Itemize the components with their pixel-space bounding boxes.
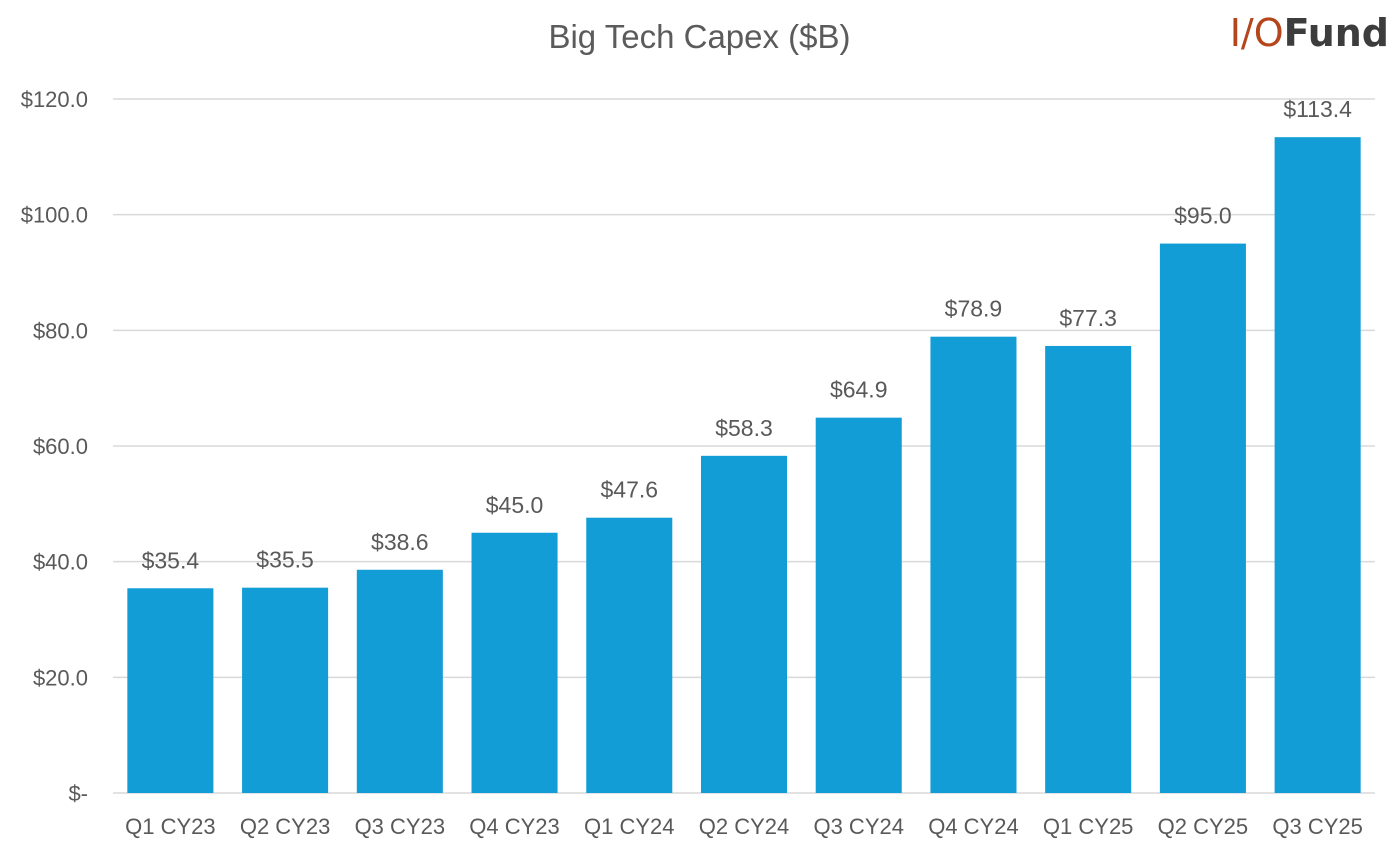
- chart-title: Big Tech Capex ($B): [548, 18, 851, 55]
- io-fund-logo: I/OFund: [1230, 14, 1389, 52]
- bar-value-label: $64.9: [830, 377, 888, 403]
- logo-fund-text: Fund: [1283, 11, 1389, 55]
- y-tick-label: $80.0: [33, 318, 88, 343]
- bar: [1159, 243, 1246, 794]
- bar-value-label: $78.9: [945, 296, 1003, 322]
- x-tick-label: Q3 CY23: [355, 814, 446, 839]
- bar: [815, 417, 902, 793]
- bar-value-label: $47.6: [600, 477, 658, 503]
- y-tick-label: $40.0: [33, 550, 88, 575]
- x-tick-label: Q4 CY23: [469, 814, 560, 839]
- bar: [1274, 137, 1361, 794]
- y-axis-ticks: $- $20.0 $40.0 $60.0 $80.0 $100.0 $120.0: [21, 87, 88, 806]
- bars: [127, 137, 1361, 794]
- x-tick-label: Q1 CY23: [125, 814, 216, 839]
- bar-value-label: $38.6: [371, 529, 429, 555]
- x-tick-label: Q1 CY25: [1043, 814, 1134, 839]
- bar-value-label: $45.0: [486, 492, 544, 518]
- x-tick-label: Q3 CY25: [1272, 814, 1363, 839]
- bar: [700, 455, 788, 793]
- bar-value-label: $35.5: [256, 547, 314, 573]
- bar: [471, 532, 558, 793]
- y-tick-label: $100.0: [21, 203, 88, 228]
- x-tick-label: Q2 CY25: [1158, 814, 1249, 839]
- y-tick-label: $60.0: [33, 434, 88, 459]
- bar-value-label: $113.4: [1283, 96, 1352, 122]
- x-tick-label: Q4 CY24: [928, 814, 1019, 839]
- bar: [1045, 345, 1132, 793]
- bar: [930, 336, 1017, 793]
- bar: [127, 588, 214, 793]
- logo-io-text: I/O: [1229, 11, 1284, 55]
- bar: [242, 587, 329, 793]
- x-axis-ticks: Q1 CY23 Q2 CY23 Q3 CY23 Q4 CY23 Q1 CY24 Q2 CY…: [125, 814, 1363, 839]
- bar: [356, 569, 443, 793]
- bar-value-label: $95.0: [1174, 203, 1232, 229]
- y-tick-label: $-: [68, 781, 88, 806]
- data-labels: $35.4 $35.5 $38.6 $45.0 $47.6 $58.3 $64.9 $78.9…: [142, 96, 1353, 573]
- y-tick-label: $120.0: [21, 87, 88, 112]
- bar-value-label: $58.3: [715, 415, 773, 441]
- x-tick-label: Q3 CY24: [813, 814, 904, 839]
- x-tick-label: Q2 CY23: [240, 814, 331, 839]
- y-tick-label: $20.0: [33, 665, 88, 690]
- x-tick-label: Q2 CY24: [699, 814, 790, 839]
- bar: [586, 517, 673, 793]
- bar-value-label: $35.4: [142, 547, 200, 573]
- bar-value-label: $77.3: [1059, 305, 1117, 331]
- x-tick-label: Q1 CY24: [584, 814, 675, 839]
